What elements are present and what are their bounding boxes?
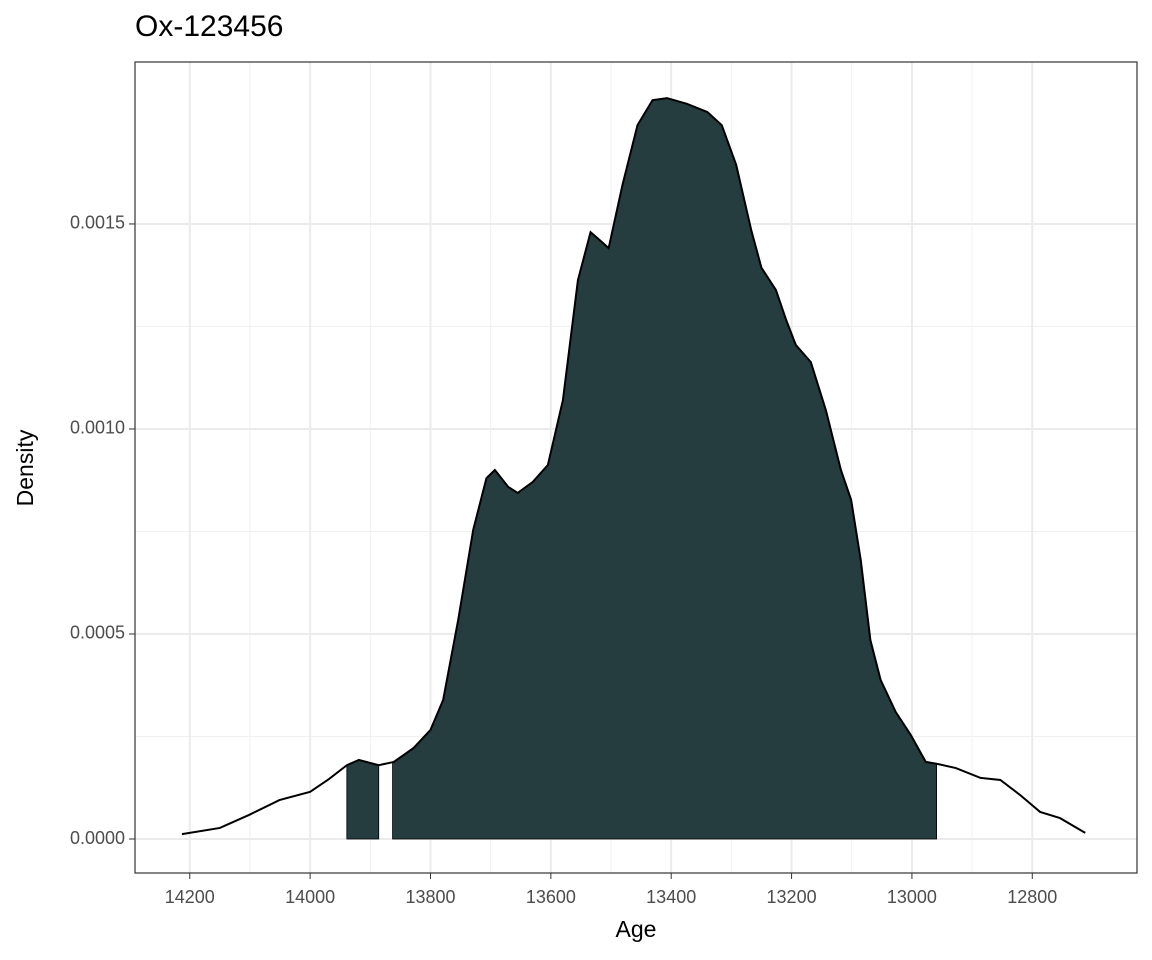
- x-tick-label: 13000: [887, 887, 937, 907]
- y-tick-label: 0.0015: [70, 213, 125, 233]
- hpd-region: [346, 759, 380, 840]
- panel-border: [134, 61, 1138, 874]
- x-tick-label: 12800: [1007, 887, 1057, 907]
- hpd-region: [392, 97, 937, 840]
- x-tick-label: 14200: [165, 887, 215, 907]
- y-tick-label: 0.0000: [70, 828, 125, 848]
- chart-title: Ox-123456: [135, 10, 283, 43]
- x-tick-label: 13600: [526, 887, 576, 907]
- x-tick-label: 13200: [767, 887, 817, 907]
- x-axis-label: Age: [616, 916, 657, 942]
- y-axis-label: Density: [12, 429, 38, 506]
- y-tick-label: 0.0005: [70, 623, 125, 643]
- x-tick-label: 13400: [646, 887, 696, 907]
- y-tick-label: 0.0010: [70, 418, 125, 438]
- x-tick-label: 13800: [405, 887, 455, 907]
- density-line: [181, 97, 1086, 836]
- x-tick-label: 14000: [285, 887, 335, 907]
